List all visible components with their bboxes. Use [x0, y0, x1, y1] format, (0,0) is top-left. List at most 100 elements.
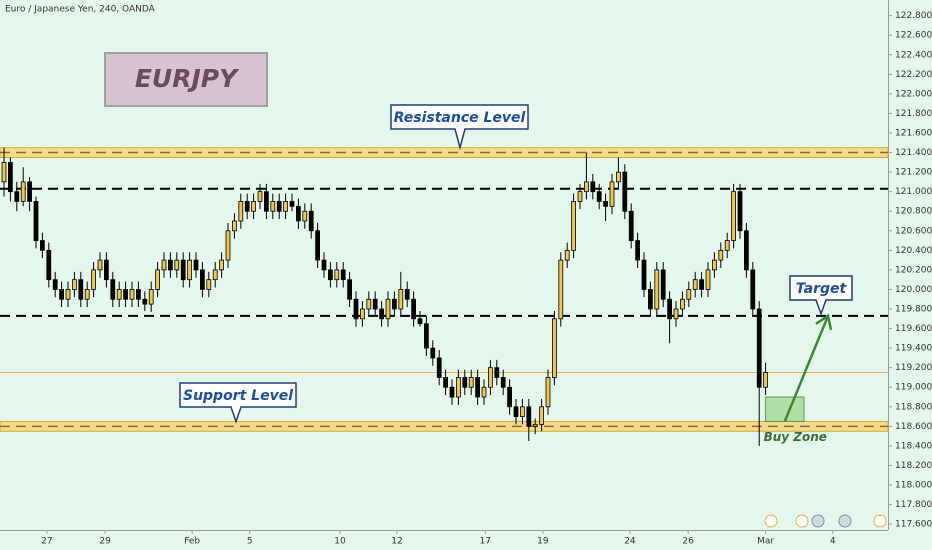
y-tick-label: 121.800 [895, 109, 932, 119]
candle-body [232, 220, 237, 232]
callout-box [179, 382, 297, 424]
candle-body [328, 269, 333, 281]
candle-body [1, 161, 7, 183]
candle-body [417, 318, 423, 325]
target-arrow-head [815, 313, 833, 331]
candle-body [539, 406, 544, 425]
x-tick-label: 27 [41, 537, 52, 547]
candle-body [315, 230, 320, 261]
candle-body [353, 298, 359, 320]
candle-body [142, 298, 148, 305]
candle-body [724, 240, 730, 251]
y-tick-label: 119.000 [895, 383, 932, 393]
candle-body [84, 289, 90, 300]
candle-body [545, 377, 551, 408]
candle-body [667, 298, 672, 320]
symbol-box [104, 52, 268, 107]
candle-body [52, 279, 58, 290]
candle-body [110, 279, 116, 300]
candle-body [91, 269, 96, 290]
target-arrow [783, 315, 830, 422]
candle-body [148, 289, 154, 305]
y-tick-label: 117.800 [895, 500, 932, 510]
y-tick-label: 120.800 [895, 207, 932, 217]
candle-body [46, 249, 52, 281]
buy-zone [765, 396, 805, 422]
y-tick-label: 121.400 [895, 148, 932, 158]
candle-body [40, 240, 45, 251]
candle-body [468, 377, 474, 388]
y-tick-label: 118.800 [895, 402, 932, 412]
callout-label: Resistance Level [394, 110, 526, 126]
candle-body [116, 289, 122, 300]
candle-body [699, 279, 704, 290]
candle-body [763, 372, 768, 388]
candle-body [334, 269, 340, 281]
candle-body [385, 298, 391, 320]
candle-body [532, 423, 538, 427]
candle-body [8, 161, 13, 193]
candle-body [238, 201, 244, 222]
buy-zone-label: Buy Zone [764, 430, 827, 444]
candle-body [628, 210, 634, 241]
candle-body [206, 279, 212, 290]
y-tick-label: 120.200 [895, 265, 932, 275]
candle-body [660, 269, 666, 300]
y-tick-label: 119.800 [895, 305, 932, 315]
x-tick-label: 12 [391, 537, 402, 547]
candle-body [488, 367, 493, 388]
candle-body [129, 289, 135, 300]
candle-body [500, 377, 506, 388]
candle-body [379, 308, 384, 320]
candle-body [705, 269, 711, 290]
candle-body [20, 181, 26, 202]
y-tick-label: 120.600 [895, 226, 932, 236]
candle-body [507, 386, 512, 408]
candle-body [462, 377, 468, 388]
y-tick-label: 118.200 [895, 461, 932, 471]
candle-body [321, 259, 327, 271]
candle-body [136, 289, 141, 300]
candle-body [577, 191, 583, 202]
candle-body [123, 289, 128, 300]
y-tick-label: 119.400 [895, 344, 932, 354]
y-tick-label: 122.800 [895, 11, 932, 21]
candle-body [654, 269, 660, 310]
candle-body [449, 386, 455, 398]
callout-label: Target [796, 281, 848, 297]
candle-body [680, 298, 685, 310]
y-tick-label: 120.000 [895, 285, 932, 295]
x-tick-label: Feb [184, 537, 200, 547]
candle-body [411, 298, 416, 320]
candle-body [526, 406, 532, 427]
candle-body [398, 289, 404, 310]
candle-body [481, 386, 487, 398]
candle-body [756, 308, 762, 388]
candle-body [225, 230, 231, 261]
candle-body [97, 259, 103, 271]
y-tick-label: 118.400 [895, 441, 932, 451]
y-tick-label: 118.600 [895, 422, 932, 432]
candle-body [340, 269, 346, 281]
candle-body [174, 259, 180, 271]
candle-body [590, 181, 596, 193]
candle-body [424, 323, 429, 349]
x-tick-label: 26 [682, 537, 694, 547]
candle-body [59, 289, 64, 300]
candle-body [219, 259, 224, 271]
y-tick-label: 119.600 [895, 324, 932, 334]
candle-body [347, 279, 352, 300]
callout-box [789, 275, 853, 317]
y-tick-label: 122.600 [895, 31, 932, 41]
candle-body [430, 347, 436, 359]
candle-body [584, 181, 589, 193]
candle-body [212, 269, 218, 281]
candle-body [65, 289, 71, 300]
candle-body [616, 171, 621, 183]
candle-body [520, 406, 525, 417]
candle-body [641, 259, 647, 290]
candle-body [302, 210, 308, 222]
candle-body [686, 289, 692, 300]
candle-body [33, 201, 39, 241]
